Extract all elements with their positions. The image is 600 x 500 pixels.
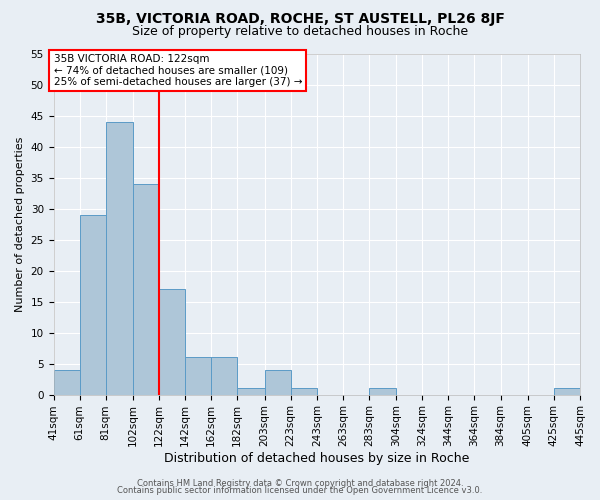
Bar — [185, 358, 211, 395]
Bar — [80, 215, 106, 394]
Bar — [237, 388, 265, 394]
Text: Contains HM Land Registry data © Crown copyright and database right 2024.: Contains HM Land Registry data © Crown c… — [137, 478, 463, 488]
Bar — [133, 184, 159, 394]
Bar — [211, 358, 237, 395]
Text: 35B VICTORIA ROAD: 122sqm
← 74% of detached houses are smaller (109)
25% of semi: 35B VICTORIA ROAD: 122sqm ← 74% of detac… — [53, 54, 302, 87]
X-axis label: Distribution of detached houses by size in Roche: Distribution of detached houses by size … — [164, 452, 469, 465]
Bar — [53, 370, 80, 394]
Bar — [265, 370, 291, 394]
Text: 35B, VICTORIA ROAD, ROCHE, ST AUSTELL, PL26 8JF: 35B, VICTORIA ROAD, ROCHE, ST AUSTELL, P… — [95, 12, 505, 26]
Text: Contains public sector information licensed under the Open Government Licence v3: Contains public sector information licen… — [118, 486, 482, 495]
Text: Size of property relative to detached houses in Roche: Size of property relative to detached ho… — [132, 25, 468, 38]
Bar — [554, 388, 580, 394]
Bar — [159, 290, 185, 395]
Bar — [106, 122, 133, 394]
Bar — [369, 388, 396, 394]
Bar — [291, 388, 317, 394]
Y-axis label: Number of detached properties: Number of detached properties — [15, 136, 25, 312]
